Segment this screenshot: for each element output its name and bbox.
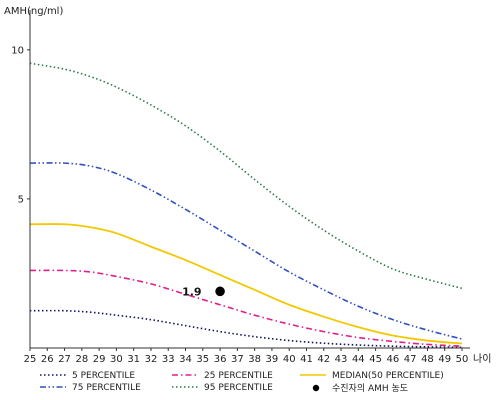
x-tick-label: 31	[127, 354, 140, 365]
marker-layer: 1.9	[182, 285, 225, 298]
series-line-3	[29, 162, 463, 340]
x-tick-label: 49	[438, 354, 451, 365]
x-tick-label: 34	[179, 354, 192, 365]
x-tick-label: 46	[387, 354, 400, 365]
legend-marker-swatch	[312, 384, 320, 392]
x-tick-label: 36	[214, 354, 227, 365]
x-tick-label: 25	[24, 354, 37, 365]
x-ticks: 25 26 27 28 29 30 31 32 33 34 35 36 37 38 39 40 41 42 43 44…	[24, 348, 469, 365]
x-tick-label: 37	[231, 354, 244, 365]
series-line-0	[29, 309, 463, 349]
x-tick-label: 32	[145, 354, 158, 365]
series-lines	[29, 62, 463, 349]
x-tick-label: 47	[404, 354, 417, 365]
series-line-4	[29, 62, 463, 290]
x-tick-label: 28	[75, 354, 88, 365]
x-axis-title: 나이	[473, 353, 491, 365]
x-tick-label: 42	[317, 354, 330, 365]
x-tick-label: 38	[248, 354, 261, 365]
y-tick-label: 10	[11, 45, 24, 56]
x-tick-label: 44	[352, 354, 365, 365]
legend-label-3: 75 PERCENTILE	[72, 383, 141, 393]
y-tick-label: 5	[18, 194, 24, 205]
legend-label-marker: 수진자의 AMH 농도	[332, 383, 408, 394]
y-axis-title: AMH(ng/ml)	[4, 6, 63, 17]
patient-amh-value-label: 1.9	[182, 285, 202, 298]
legend-label-4: 95 PERCENTILE	[204, 383, 273, 393]
series-line-1	[29, 269, 463, 348]
series-line-2	[29, 223, 463, 345]
x-tick-label: 35	[196, 354, 209, 365]
y-ticks: 5 10	[11, 45, 30, 205]
x-tick-label: 43	[335, 354, 348, 365]
legend: 5 PERCENTILE 75 PERCENTILE 25 PERCENTILE 95…	[40, 371, 444, 394]
x-tick-label: 26	[41, 354, 54, 365]
x-tick-label: 30	[110, 354, 123, 365]
legend-label-2: MEDIAN(50 PERCENTILE)	[332, 371, 444, 381]
legend-label-1: 25 PERCENTILE	[204, 371, 273, 381]
x-tick-label: 40	[283, 354, 296, 365]
x-tick-label: 39	[266, 354, 279, 365]
x-tick-label: 33	[162, 354, 175, 365]
x-tick-label: 41	[300, 354, 313, 365]
x-tick-label: 48	[421, 354, 434, 365]
legend-label-0: 5 PERCENTILE	[72, 371, 135, 381]
x-tick-label: 45	[369, 354, 382, 365]
x-tick-label: 29	[93, 354, 106, 365]
x-tick-label: 50	[456, 354, 469, 365]
patient-amh-marker	[215, 286, 225, 297]
x-tick-label: 27	[58, 354, 71, 365]
axes	[29, 10, 470, 349]
